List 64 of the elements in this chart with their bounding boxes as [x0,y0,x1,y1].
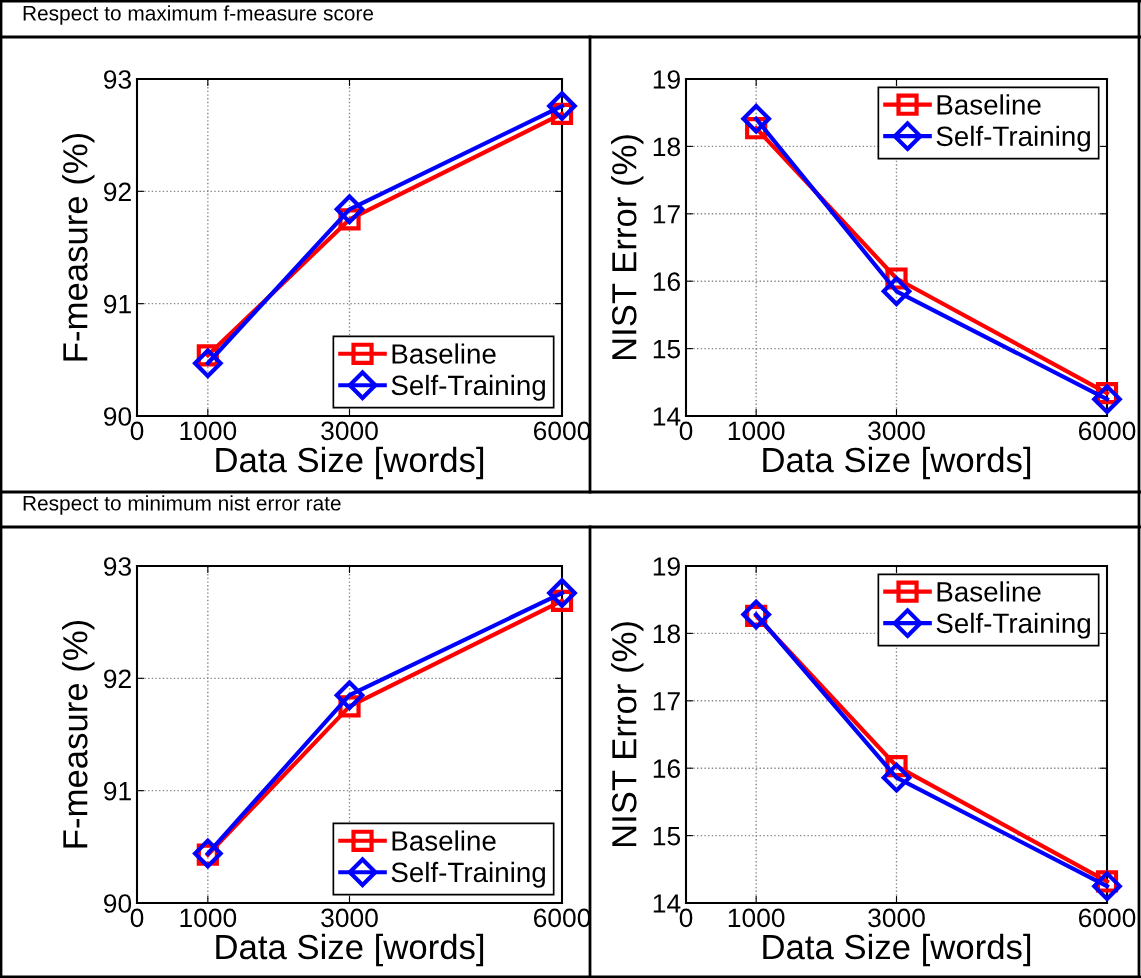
y-tick-label: 19 [653,70,680,89]
y-tick-label: 91 [104,781,131,801]
x-tick-label: 1000 [180,908,237,928]
y-tick-label: 15 [653,827,681,846]
x-tick-label: 6000 [533,421,591,441]
point [1092,384,1122,415]
x-tick-label: 1000 [728,421,785,441]
y-tick-label: 92 [104,182,131,202]
x-tick-label: 3000 [868,908,925,928]
x-tick-label: 0 [130,908,144,928]
y-axis-title: NIST Error (%) [611,135,644,360]
legend-label: Self-Training [391,374,545,401]
x-tick-label: 3000 [321,908,378,928]
legend-label: Baseline [392,343,496,364]
point [547,91,577,121]
y-tick-label: 17 [653,205,680,224]
y-tick-label: 92 [104,669,131,689]
x-tick-label: 0 [679,421,693,441]
legend-label: Baseline [937,581,1041,602]
x-axis-title: Data Size [words] [763,933,1031,967]
y-tick-label: 18 [653,137,680,157]
x-tick-label: 0 [130,421,144,441]
point [881,762,912,793]
text: Respect to maximum f-measure score [23,5,374,25]
point [1092,871,1122,902]
y-axis-title: NIST Error (%) [611,622,644,847]
y-tick-label: 93 [104,70,131,89]
x-axis-title: Data Size [words] [763,446,1031,480]
x-tick-label: 3000 [321,421,378,441]
y-tick-label: 90 [104,407,132,426]
legend-label: Baseline [937,94,1041,115]
y-tick-label: 19 [653,557,680,576]
x-tick-label: 3000 [868,421,925,441]
point [192,348,223,379]
x-tick-label: 6000 [533,908,591,928]
x-tick-label: 0 [679,908,693,928]
legend-label: Baseline [392,830,496,851]
legend-label: Self-Training [936,612,1090,639]
point [881,276,912,307]
y-tick-label: 15 [653,340,681,359]
x-tick-label: 6000 [1078,908,1136,928]
legend-label: Self-Training [391,861,545,888]
y-tick-label: 14 [653,407,681,426]
x-axis-title: Data Size [words] [216,446,484,480]
point [334,680,365,711]
y-tick-label: 14 [653,894,681,913]
y-tick-label: 91 [104,294,131,314]
y-axis-title: F-measure (%) [62,620,95,848]
text: Respect to minimum nist error rate [23,495,341,515]
y-tick-label: 93 [104,557,131,576]
x-tick-label: 6000 [1078,421,1136,441]
point [334,194,365,225]
y-tick-label: 17 [653,692,680,711]
point [741,103,772,134]
x-axis-title: Data Size [words] [216,933,484,967]
x-tick-label: 1000 [180,421,237,441]
x-tick-label: 1000 [728,908,785,928]
y-tick-label: 16 [653,272,680,292]
y-axis-title: F-measure (%) [62,133,95,361]
y-tick-label: 18 [653,624,680,644]
y-tick-label: 90 [104,894,132,913]
point [547,578,577,608]
y-tick-label: 16 [653,759,680,779]
legend-label: Self-Training [936,125,1090,152]
